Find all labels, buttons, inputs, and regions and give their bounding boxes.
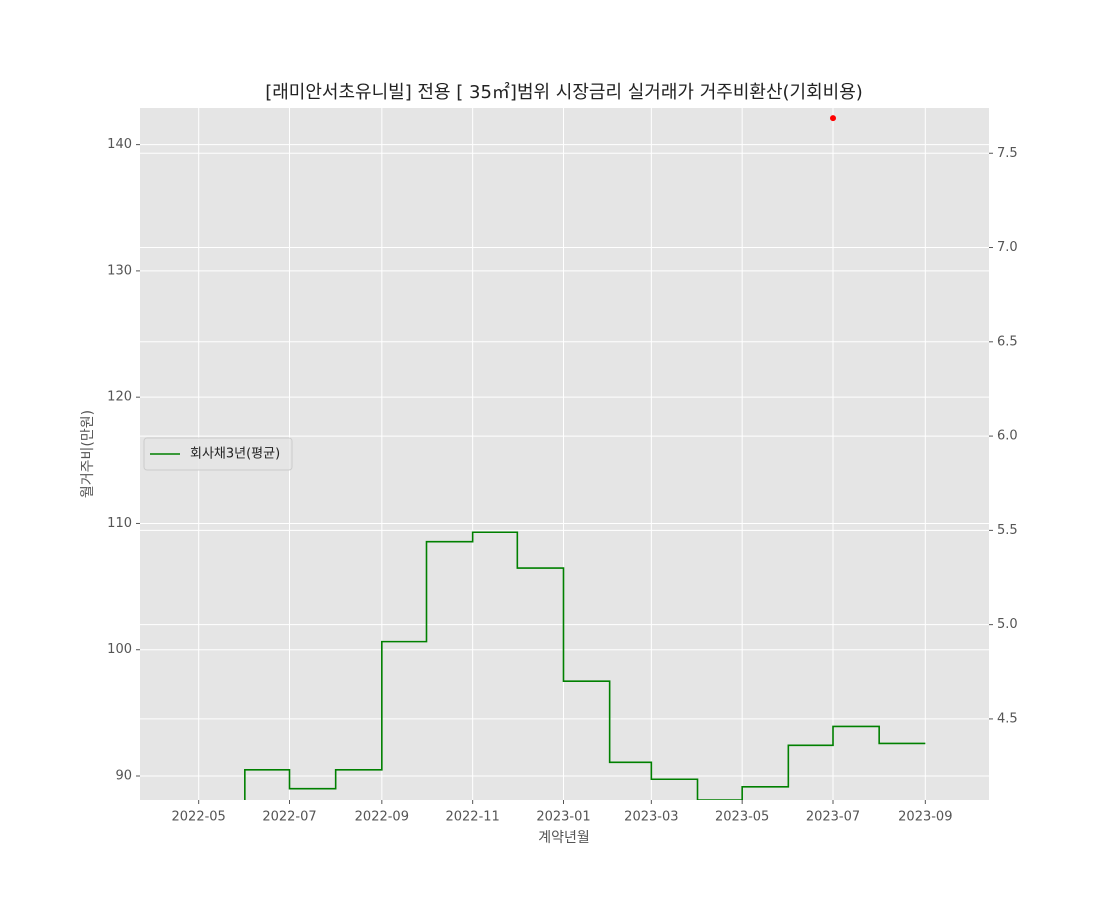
x-tick-label: 2022-11 [445,810,499,825]
line [244,531,926,800]
y2-tick-label: 7.5 [997,146,1018,161]
legend-label: 회사채3년(평균) [190,447,280,462]
x-tick-label: 2023-03 [624,810,678,825]
y-tick-label: 90 [115,769,132,784]
x-tick-label: 2023-05 [715,810,769,825]
y2-tick-label: 4.5 [997,711,1018,726]
point [830,115,837,122]
x-tick-label: 2023-01 [536,810,590,825]
chart-title: [래미안서초유니빌] 전용 [ 35㎡]범위 시장금리 실거래가 거주비환산(기… [265,81,863,103]
x-tick-label: 2023-09 [898,810,952,825]
y2-tick-label: 5.5 [997,523,1018,538]
y-tick-label: 130 [107,263,132,278]
x-tick-label: 2022-07 [262,810,316,825]
y-axis-label: 월거주비(만원) [80,410,96,498]
x-tick-label: 2022-09 [355,810,409,825]
y2-tick-label: 6.0 [997,429,1018,444]
y-tick-label: 140 [107,137,132,152]
legend-box [143,437,293,471]
x-axis-label: 계약년월 [538,830,590,846]
data-layer [244,115,926,800]
y2-tick-label: 7.0 [997,240,1018,255]
y2-tick-label: 5.0 [997,617,1018,632]
x-tick-label: 2022-05 [172,810,226,825]
x-tick-label: 2023-07 [806,810,860,825]
y-tick-label: 120 [107,390,132,405]
y-tick-label: 100 [107,642,132,657]
grid [140,108,989,800]
y2-tick-label: 6.5 [997,334,1018,349]
y-tick-label: 110 [107,516,132,531]
